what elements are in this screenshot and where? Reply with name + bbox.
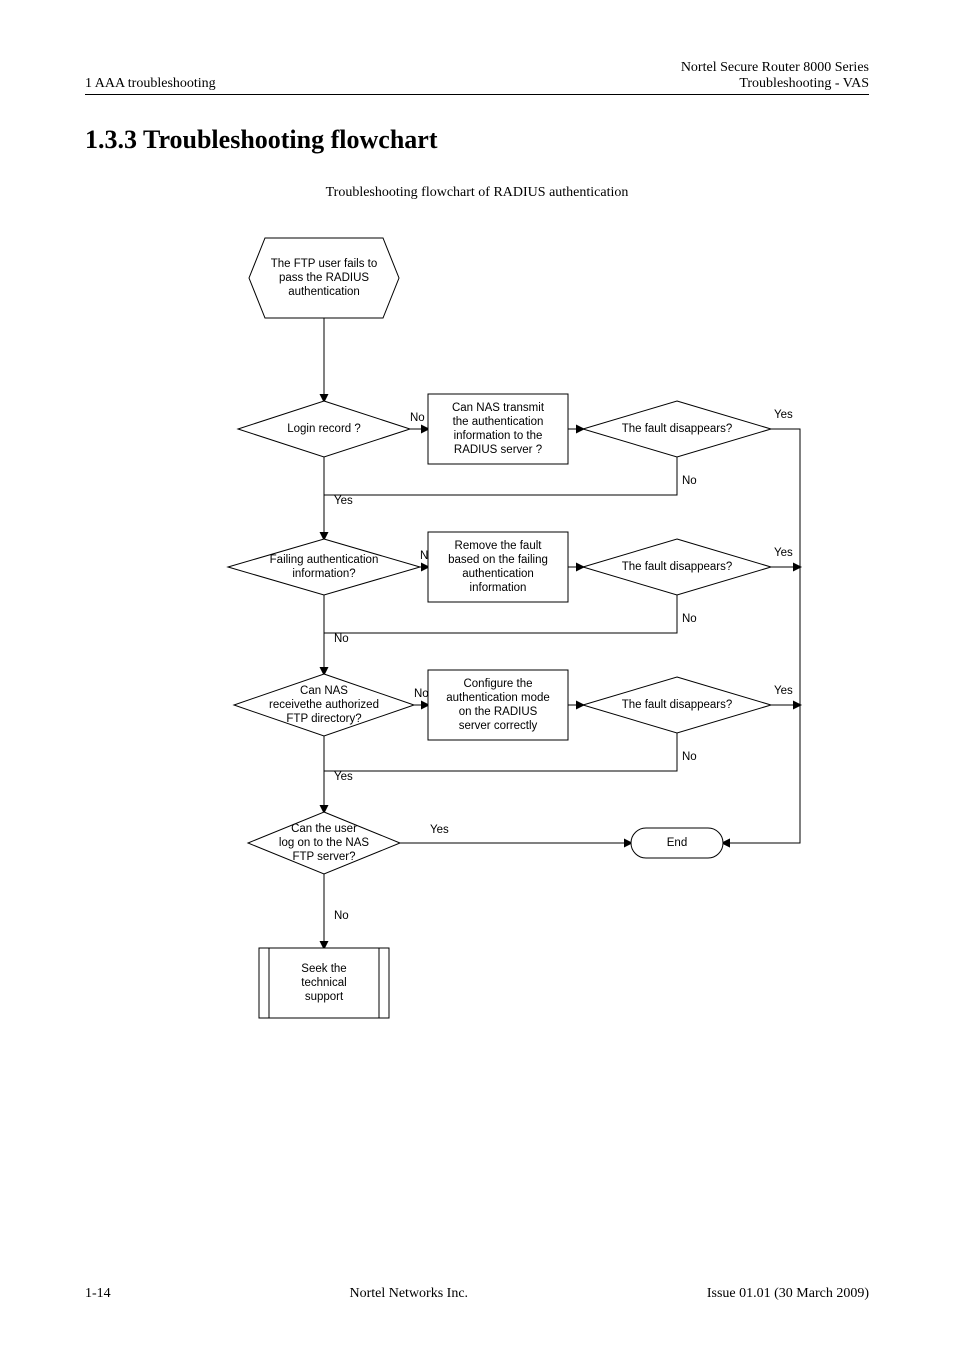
svg-text:Seek the: Seek the	[301, 963, 346, 975]
svg-text:FTP directory?: FTP directory?	[286, 713, 361, 725]
figure-caption: Troubleshooting flowchart of RADIUS auth…	[85, 185, 869, 201]
svg-text:No: No	[682, 475, 697, 487]
svg-text:Can NAS transmit: Can NAS transmit	[452, 402, 545, 414]
svg-text:support: support	[305, 991, 344, 1003]
node-f2: The fault disappears?	[583, 539, 771, 595]
svg-text:FTP server?: FTP server?	[292, 851, 355, 863]
svg-text:Remove the fault: Remove the fault	[455, 540, 543, 552]
svg-text:Login record ?: Login record ?	[287, 423, 361, 435]
svg-text:authentication: authentication	[462, 568, 534, 580]
node-p3: Configure the authentication mode on the R…	[428, 670, 568, 740]
svg-text:Yes: Yes	[334, 495, 353, 507]
svg-text:the authentication: the authentication	[453, 416, 544, 428]
node-d1: Login record ?	[238, 401, 410, 457]
node-d3: Can NAS receivethe authorized FTP director…	[234, 674, 414, 736]
svg-text:The fault disappears?: The fault disappears?	[622, 561, 733, 573]
svg-text:Can the user: Can the user	[291, 823, 357, 835]
svg-text:No: No	[682, 613, 697, 625]
svg-text:No: No	[682, 751, 697, 763]
header-right: Nortel Secure Router 8000 Series Trouble…	[681, 60, 869, 92]
svg-text:receivethe authorized: receivethe authorized	[269, 699, 379, 711]
svg-text:authentication: authentication	[288, 286, 360, 298]
flowchart-svg: NoYesNoYesNoYesNoNoNoYesNoYesYesNoThe FT…	[152, 213, 812, 1033]
header-left: 1 AAA troubleshooting	[85, 76, 216, 92]
node-f1: The fault disappears?	[583, 401, 771, 457]
svg-text:No: No	[414, 688, 429, 700]
svg-text:authentication mode: authentication mode	[446, 692, 550, 704]
svg-text:information: information	[470, 582, 527, 594]
svg-text:technical: technical	[301, 977, 346, 989]
svg-text:No: No	[334, 910, 349, 922]
svg-text:on the RADIUS: on the RADIUS	[459, 706, 538, 718]
svg-text:based on the failing: based on the failing	[448, 554, 548, 566]
svg-text:Yes: Yes	[334, 771, 353, 783]
svg-text:The fault disappears?: The fault disappears?	[622, 423, 733, 435]
svg-text:information?: information?	[292, 568, 355, 580]
footer-left: 1-14	[85, 1286, 111, 1302]
svg-text:pass the RADIUS: pass the RADIUS	[279, 272, 369, 284]
node-d2: Failing authentication information?	[228, 539, 420, 595]
svg-text:server correctly: server correctly	[459, 720, 538, 732]
svg-text:The FTP user fails to: The FTP user fails to	[271, 258, 378, 270]
node-support: Seek the technical support	[259, 948, 389, 1018]
svg-text:Failing authentication: Failing authentication	[270, 554, 379, 566]
section-title: 1.3.3 Troubleshooting flowchart	[85, 125, 869, 155]
svg-text:Can NAS: Can NAS	[300, 685, 348, 697]
node-end: End	[631, 828, 723, 858]
svg-text:No: No	[334, 633, 349, 645]
svg-text:log on to the NAS: log on to the NAS	[279, 837, 369, 849]
svg-text:information to the: information to the	[454, 430, 543, 442]
svg-text:Yes: Yes	[774, 547, 793, 559]
svg-text:No: No	[410, 412, 425, 424]
svg-text:Yes: Yes	[430, 824, 449, 836]
node-start: The FTP user fails to pass the RADIUS auth…	[249, 238, 399, 318]
svg-text:The fault disappears?: The fault disappears?	[622, 699, 733, 711]
header-right-line1: Nortel Secure Router 8000 Series	[681, 60, 869, 76]
footer-right: Issue 01.01 (30 March 2009)	[707, 1286, 869, 1302]
header-right-line2: Troubleshooting - VAS	[681, 76, 869, 92]
page-footer: 1-14 Nortel Networks Inc. Issue 01.01 (3…	[85, 1286, 869, 1302]
node-p1: Can NAS transmit the authentication inform…	[428, 394, 568, 464]
svg-text:Configure the: Configure the	[463, 678, 532, 690]
svg-text:Yes: Yes	[774, 409, 793, 421]
svg-text:RADIUS server ?: RADIUS server ?	[454, 444, 542, 456]
footer-center: Nortel Networks Inc.	[349, 1286, 468, 1302]
svg-text:Yes: Yes	[774, 685, 793, 697]
node-f3: The fault disappears?	[583, 677, 771, 733]
svg-text:End: End	[667, 837, 687, 849]
page-header: 1 AAA troubleshooting Nortel Secure Rout…	[85, 60, 869, 95]
flowchart: NoYesNoYesNoYesNoNoNoYesNoYesYesNoThe FT…	[152, 213, 802, 1033]
node-p2: Remove the fault based on the failing auth…	[428, 532, 568, 602]
node-d4: Can the user log on to the NAS FTP server?	[248, 812, 400, 874]
